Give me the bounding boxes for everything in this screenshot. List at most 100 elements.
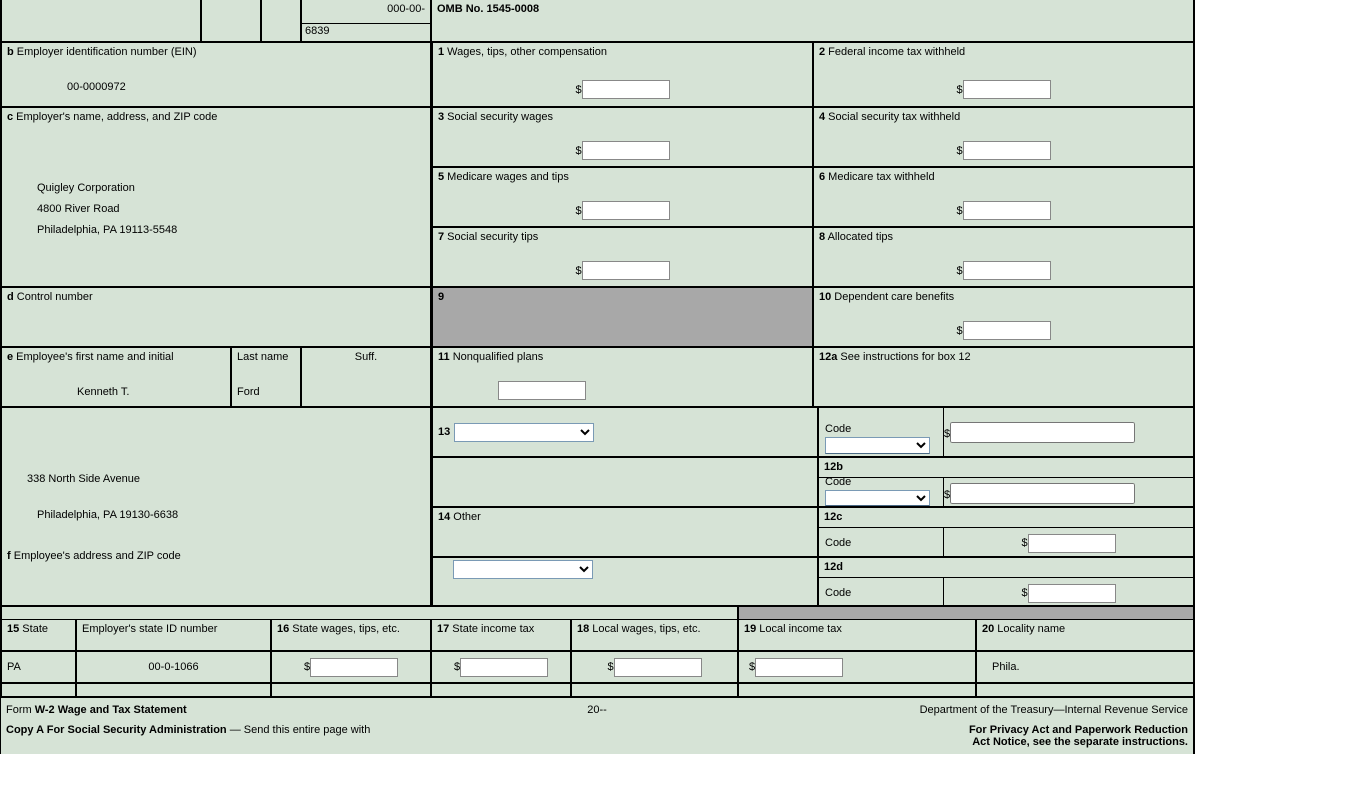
emp-last: Ford: [237, 363, 295, 398]
emp-first: Kenneth T.: [7, 363, 225, 398]
state-id-value: 00-0-1066: [76, 651, 271, 683]
box-12a-code-select[interactable]: [825, 437, 930, 454]
b3-text: Social security wages: [444, 111, 553, 123]
employer-addr2: Philadelphia, PA 19113-5548: [37, 220, 425, 241]
b2-text: Federal income tax withheld: [825, 46, 965, 58]
box-f: f Employee's address and ZIP code: [1, 547, 431, 607]
ssn-cell: 000-00- 6839: [301, 0, 431, 42]
footer: Form W-2 Wage and Tax Statement 20-- Dep…: [1, 697, 1193, 754]
box-12b-code-select[interactable]: [825, 490, 930, 506]
top-row: 000-00- 6839 OMB No. 1545-0008: [1, 0, 1193, 42]
box-12c-input[interactable]: [1028, 534, 1116, 553]
b14-text: Other: [450, 511, 481, 523]
box-16-input[interactable]: [310, 658, 398, 677]
b19-text: Local income tax: [756, 623, 842, 635]
box-12d-input[interactable]: [1028, 584, 1116, 603]
code-label-d: Code: [819, 578, 944, 608]
box-8-input[interactable]: [963, 261, 1051, 280]
box-2-input[interactable]: [963, 80, 1051, 99]
box-10-input[interactable]: [963, 321, 1051, 340]
emp-addr2: Philadelphia, PA 19130-6638: [27, 489, 425, 525]
box-12a-header: 12a See instructions for box 12: [813, 347, 1193, 407]
employer-name: Quigley Corporation: [37, 178, 425, 199]
locality-value: Phila.: [976, 651, 1193, 683]
box-12b: 12b Code $: [818, 457, 1193, 507]
box-12a: Code $: [818, 407, 1193, 457]
box-7-input[interactable]: [582, 261, 670, 280]
right-columns: 1 Wages, tips, other compensation $ 2 Fe…: [431, 42, 1193, 607]
d-text: Control number: [14, 291, 93, 303]
box-11-input[interactable]: [498, 381, 586, 400]
omb-cell: OMB No. 1545-0008: [431, 0, 1193, 42]
box-1-input[interactable]: [582, 80, 670, 99]
box-12a-input[interactable]: [950, 422, 1135, 443]
b16-num: 16: [277, 623, 289, 635]
b12a-text: See instructions for box 12: [837, 351, 970, 363]
state-row-values: PA 00-0-1066 $ $ $ $ Phila.: [1, 651, 1193, 683]
state-row-header: 15 State Employer's state ID number 16 S…: [1, 619, 1193, 651]
b-label: b: [7, 46, 14, 58]
b12a-num: 12a: [819, 351, 837, 363]
b6-text: Medicare tax withheld: [825, 171, 934, 183]
box-11: 11 Nonqualified plans: [431, 347, 813, 407]
e-last-label: Last name: [237, 351, 288, 363]
box-6-input[interactable]: [963, 201, 1051, 220]
code-label-c: Code: [819, 528, 944, 558]
b1-text: Wages, tips, other compensation: [444, 46, 607, 58]
box-5: 5 Medicare wages and tips $: [431, 167, 813, 227]
b-text: Employer identification number (EIN): [14, 46, 197, 58]
b10-text: Dependent care benefits: [831, 291, 954, 303]
privacy2: Act Notice, see the separate instruction…: [972, 736, 1188, 748]
box-13-blank: [431, 457, 818, 507]
b9-num: 9: [438, 291, 444, 303]
b7-text: Social security tips: [444, 231, 538, 243]
box-6: 6 Medicare tax withheld $: [813, 167, 1193, 227]
box-8: 8 Allocated tips $: [813, 227, 1193, 287]
b12c-num: 12c: [819, 508, 1193, 528]
box-3: 3 Social security wages $: [431, 107, 813, 167]
box-e: e Employee's first name and initial Kenn…: [1, 347, 431, 407]
box-4-input[interactable]: [963, 141, 1051, 160]
box-14-upper: 14 Other: [431, 507, 818, 557]
omb-text: OMB No. 1545-0008: [437, 3, 539, 15]
emp-addr1: 338 North Side Avenue: [27, 471, 425, 489]
box-17-input[interactable]: [460, 658, 548, 677]
b5-text: Medicare wages and tips: [444, 171, 569, 183]
b12b-num: 12b: [819, 458, 1193, 478]
box-5-input[interactable]: [582, 201, 670, 220]
year: 20--: [497, 704, 697, 716]
b16-text: State wages, tips, etc.: [289, 623, 400, 635]
box-12c: 12c Code $: [818, 507, 1193, 557]
f-text: Employee's address and ZIP code: [11, 550, 181, 562]
b15-num: 15: [7, 623, 19, 635]
top-blank-3: [261, 0, 301, 42]
employer-addr1: 4800 River Road: [37, 199, 425, 220]
form-line: Form: [6, 704, 35, 716]
left-column: b Employer identification number (EIN) 0…: [1, 42, 431, 607]
form-bold: W-2 Wage and Tax Statement: [35, 704, 187, 716]
b18-num: 18: [577, 623, 589, 635]
box-1: 1 Wages, tips, other compensation $: [431, 42, 813, 107]
box-19-input[interactable]: [755, 658, 843, 677]
b14-num: 14: [438, 511, 450, 523]
box-7: 7 Social security tips $: [431, 227, 813, 287]
box-12b-input[interactable]: [950, 483, 1135, 504]
b17-text: State income tax: [449, 623, 534, 635]
box-13-select[interactable]: [454, 423, 594, 442]
privacy1: For Privacy Act and Paperwork Reduction: [969, 724, 1188, 736]
emp-address-block: 338 North Side Avenue Philadelphia, PA 1…: [1, 407, 431, 547]
e-suff-label: Suff.: [355, 351, 377, 363]
state-value: PA: [1, 651, 76, 683]
box-18-input[interactable]: [614, 658, 702, 677]
box-3-input[interactable]: [582, 141, 670, 160]
b12d-num: 12d: [819, 558, 1193, 578]
ssn-bottom: 6839: [302, 23, 430, 41]
box-13: 13: [431, 407, 818, 457]
dept: Department of the Treasury—Internal Reve…: [697, 704, 1188, 716]
b15b-text: Employer's state ID number: [82, 623, 217, 635]
box-14-lower: [431, 557, 818, 607]
b8-text: Allocated tips: [825, 231, 893, 243]
b20-num: 20: [982, 623, 994, 635]
box-b: b Employer identification number (EIN) 0…: [1, 42, 431, 107]
box-14-select[interactable]: [453, 560, 593, 579]
